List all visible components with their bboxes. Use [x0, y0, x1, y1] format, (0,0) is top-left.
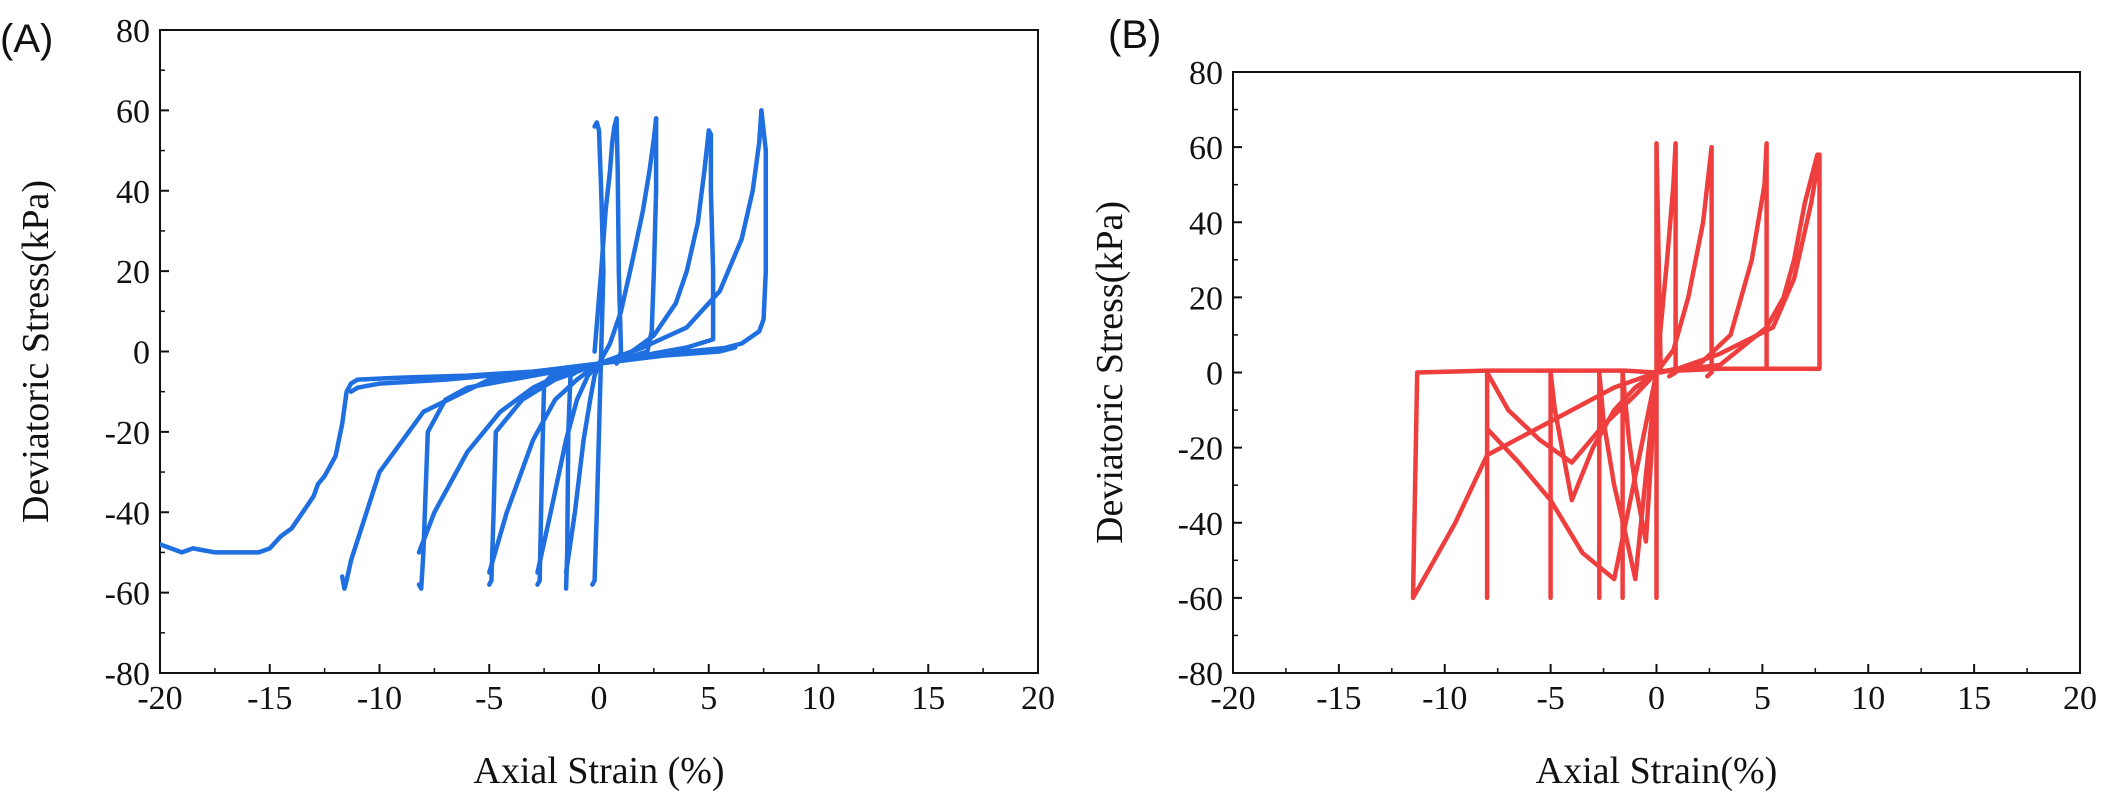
- series-line-5: [1597, 370, 1659, 601]
- y-axis-title: Deviatoric Stress(kPa): [1089, 201, 1131, 544]
- y-tick-label: 60: [1189, 130, 1223, 167]
- series-line-13: [592, 116, 619, 354]
- y-axis-title: Deviatoric Stress(kPa): [15, 180, 57, 523]
- x-tick-label: -20: [137, 680, 182, 717]
- x-tick-label: 0: [1648, 680, 1665, 717]
- series-line-10: [1654, 152, 1820, 375]
- series-line-6: [1620, 370, 1659, 601]
- series-line-8: [1654, 144, 1714, 379]
- x-axis-title: Axial Strain (%): [473, 750, 724, 792]
- panel-label: (B): [1108, 13, 1161, 57]
- series-line-9: [1654, 141, 1769, 375]
- x-tick-label: -5: [1536, 680, 1564, 717]
- y-tick-label: 0: [1206, 356, 1223, 393]
- x-tick-label: -10: [1422, 680, 1467, 717]
- y-tick-label: -80: [1178, 656, 1223, 693]
- series-line-18: [596, 128, 716, 366]
- x-tick-label: -10: [357, 680, 402, 717]
- x-tick-label: 10: [802, 680, 836, 717]
- x-tick-label: 20: [1021, 680, 1055, 717]
- y-tick-label: 80: [116, 13, 150, 50]
- series-line-3: [1484, 370, 1659, 582]
- series-line-8: [535, 361, 602, 587]
- x-tick-label: 15: [1957, 680, 1991, 717]
- x-tick-label: 5: [1754, 680, 1771, 717]
- y-tick-label: -80: [105, 656, 150, 693]
- series-line-12: [590, 120, 606, 587]
- series-line-9: [535, 361, 602, 575]
- x-tick-label: 5: [700, 680, 717, 717]
- series-line-4: [1548, 370, 1659, 601]
- y-tick-label: -20: [105, 415, 150, 452]
- series-line-19: [596, 108, 764, 366]
- x-tick-label: -20: [1210, 680, 1255, 717]
- x-tick-label: 10: [1851, 680, 1885, 717]
- x-tick-label: -5: [475, 680, 503, 717]
- series-line-11: [563, 361, 602, 575]
- y-tick-label: -40: [105, 495, 150, 532]
- panel-label: (A): [0, 17, 53, 61]
- series-line-5: [416, 361, 602, 555]
- x-tick-label: 20: [2063, 680, 2097, 717]
- series-group: [1410, 141, 1822, 601]
- y-tick-label: -40: [1178, 506, 1223, 543]
- chart-panel-b: -20 -15 -10 -5 0 5 10 15 20 -80 -60 -40 -20 0 20 40 60 80…: [1089, 13, 2097, 792]
- y-tick-label: 0: [133, 335, 150, 372]
- series-group: [160, 108, 769, 591]
- x-tick-label: -15: [1316, 680, 1361, 717]
- x-tick-label: 15: [911, 680, 945, 717]
- y-tick-label: -60: [1178, 581, 1223, 618]
- y-tick-label: 20: [116, 254, 150, 291]
- x-tick-label: -15: [247, 680, 292, 717]
- y-tick-label: 80: [1189, 55, 1223, 92]
- series-line-20: [724, 108, 769, 350]
- y-tick-label: 40: [1189, 205, 1223, 242]
- y-tick-label: 20: [1189, 280, 1223, 317]
- y-tick-label: 40: [116, 174, 150, 211]
- chart-panel-a: -20 -15 -10 -5 0 5 10 15 20 -80 -60 -40 -20 0 20 40 60 80…: [0, 13, 1055, 792]
- y-tick-label: -20: [1178, 431, 1223, 468]
- series-line-15: [596, 116, 659, 366]
- series-line-16: [596, 116, 659, 366]
- y-tick-label: 60: [116, 93, 150, 130]
- y-tick-label: -60: [105, 576, 150, 613]
- x-tick-label: 0: [591, 680, 608, 717]
- x-axis-title: Axial Strain(%): [1536, 750, 1778, 792]
